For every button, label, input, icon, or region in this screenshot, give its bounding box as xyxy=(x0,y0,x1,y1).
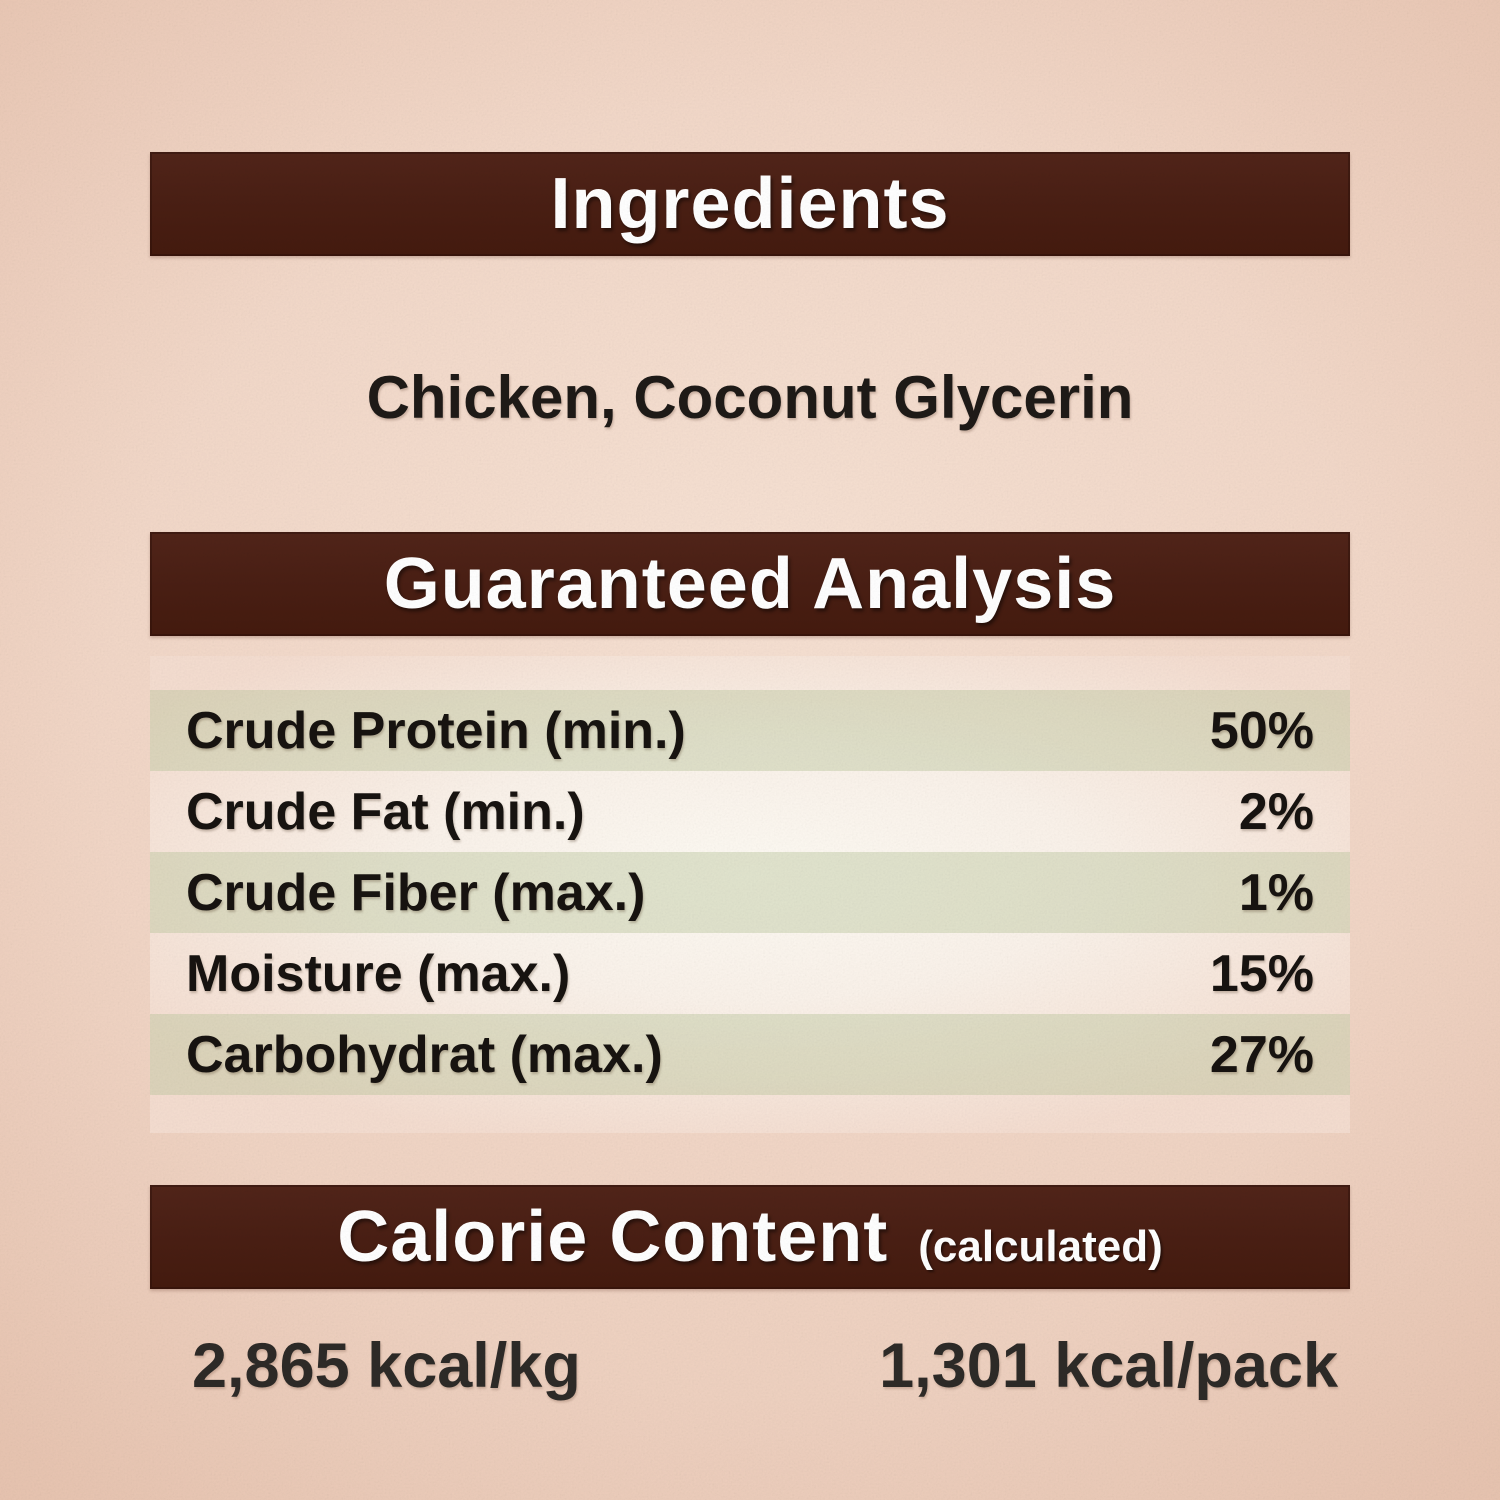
ingredients-banner: Ingredients xyxy=(150,152,1350,256)
calorie-content-banner-text: Calorie Content (calculated) xyxy=(337,1196,1163,1278)
analysis-row-value: 1% xyxy=(1238,863,1314,922)
analysis-row-label: Crude Fat (min.) xyxy=(186,782,585,841)
analysis-row-value: 50% xyxy=(1209,701,1314,760)
analysis-row-carbohydrate: Carbohydrat (max.) 27% xyxy=(150,1014,1350,1095)
calorie-values-row: 2,865 kcal/kg 1,301 kcal/pack xyxy=(150,1330,1350,1402)
analysis-row-label: Carbohydrat (max.) xyxy=(186,1025,663,1084)
guaranteed-analysis-table: Crude Protein (min.) 50% Crude Fat (min.… xyxy=(150,656,1350,1133)
ingredients-title: Ingredients xyxy=(550,164,950,244)
analysis-row-label: Crude Protein (min.) xyxy=(186,701,686,760)
analysis-row-crude-protein: Crude Protein (min.) 50% xyxy=(150,690,1350,771)
calorie-calculated-qualifier: (calculated) xyxy=(918,1222,1163,1271)
analysis-row-moisture: Moisture (max.) 15% xyxy=(150,933,1350,1014)
analysis-row-value: 27% xyxy=(1209,1025,1314,1084)
calorie-content-banner: Calorie Content (calculated) xyxy=(150,1185,1350,1289)
guaranteed-analysis-title: Guaranteed Analysis xyxy=(383,544,1117,624)
analysis-row-label: Crude Fiber (max.) xyxy=(186,863,646,922)
analysis-row-value: 2% xyxy=(1238,782,1314,841)
kcal-per-kg: 2,865 kcal/kg xyxy=(192,1331,581,1401)
analysis-row-value: 15% xyxy=(1209,944,1314,1003)
ingredients-list-text: Chicken, Coconut Glycerin xyxy=(366,364,1134,431)
calorie-content-title: Calorie Content xyxy=(337,1197,889,1277)
kcal-per-pack: 1,301 kcal/pack xyxy=(879,1331,1338,1401)
guaranteed-analysis-banner: Guaranteed Analysis xyxy=(150,532,1350,636)
analysis-row-label: Moisture (max.) xyxy=(186,944,571,1003)
analysis-row-crude-fat: Crude Fat (min.) 2% xyxy=(150,771,1350,852)
analysis-row-crude-fiber: Crude Fiber (max.) 1% xyxy=(150,852,1350,933)
